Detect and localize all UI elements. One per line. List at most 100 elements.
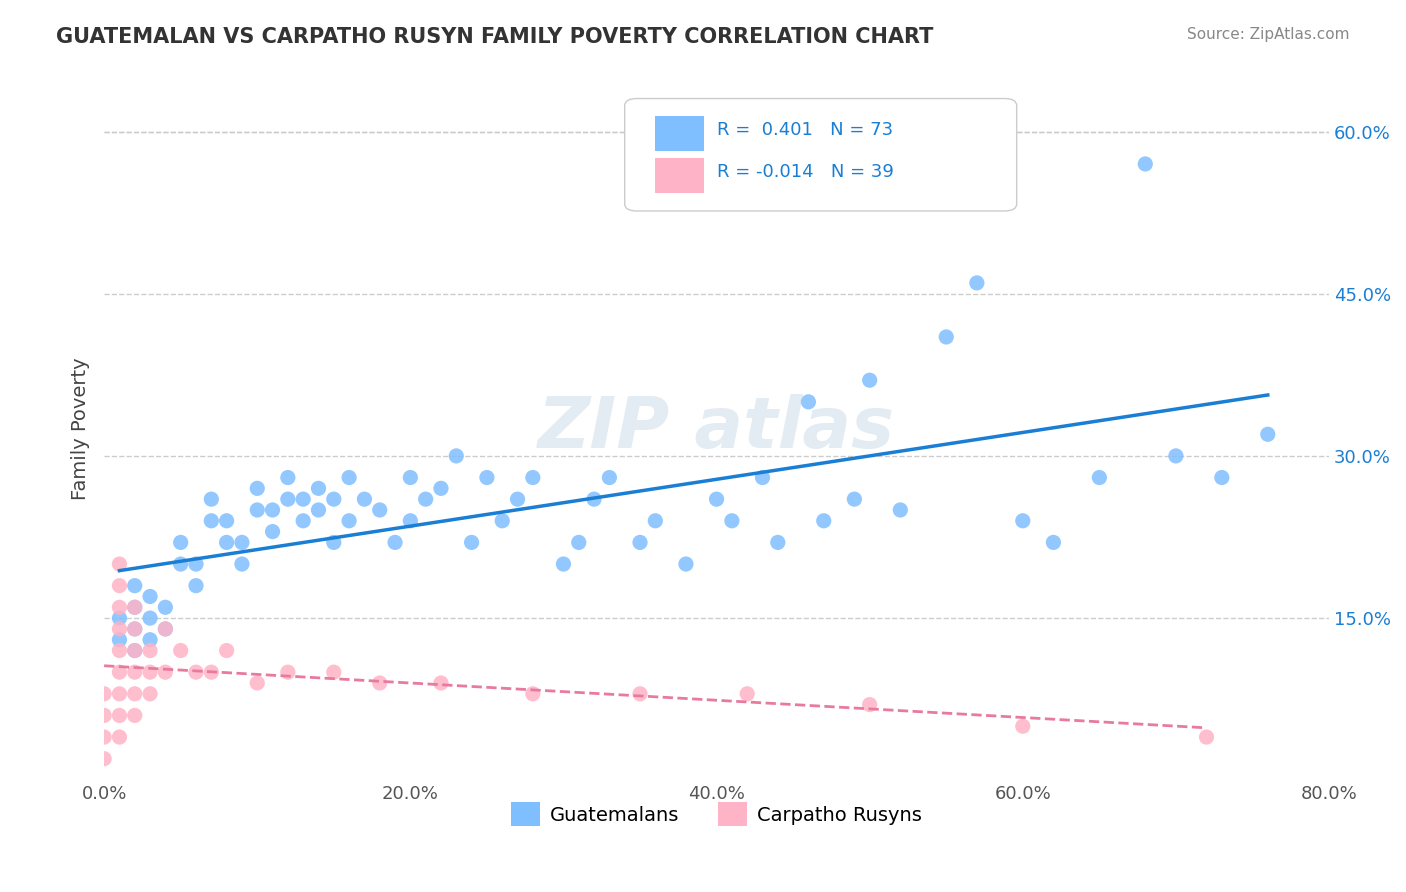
Point: [184, 665, 207, 680]
Point: [797, 394, 820, 409]
Point: [231, 535, 253, 549]
Point: [399, 514, 422, 528]
Point: [368, 503, 391, 517]
Point: [246, 503, 269, 517]
Point: [155, 665, 177, 680]
Point: [368, 676, 391, 690]
Point: [215, 514, 238, 528]
Point: [124, 708, 146, 723]
Point: [966, 276, 988, 290]
Text: GUATEMALAN VS CARPATHO RUSYN FAMILY POVERTY CORRELATION CHART: GUATEMALAN VS CARPATHO RUSYN FAMILY POVE…: [56, 27, 934, 46]
Point: [430, 481, 453, 495]
Point: [124, 643, 146, 657]
Point: [491, 514, 513, 528]
Point: [139, 665, 162, 680]
Point: [155, 622, 177, 636]
Point: [108, 632, 131, 647]
Point: [108, 708, 131, 723]
Point: [231, 557, 253, 571]
Point: [568, 535, 591, 549]
Point: [108, 579, 131, 593]
FancyBboxPatch shape: [624, 98, 1017, 211]
Point: [628, 687, 651, 701]
Point: [859, 698, 882, 712]
Point: [139, 643, 162, 657]
Point: [215, 535, 238, 549]
Point: [108, 643, 131, 657]
Point: [935, 330, 957, 344]
Point: [706, 492, 728, 507]
Point: [506, 492, 529, 507]
Point: [262, 524, 284, 539]
Point: [675, 557, 697, 571]
Point: [124, 622, 146, 636]
Y-axis label: Family Poverty: Family Poverty: [72, 358, 90, 500]
Legend: Guatemalans, Carpatho Rusyns: Guatemalans, Carpatho Rusyns: [503, 795, 929, 834]
Point: [1011, 514, 1033, 528]
Point: [93, 752, 115, 766]
FancyBboxPatch shape: [655, 116, 704, 152]
Point: [124, 665, 146, 680]
Point: [93, 708, 115, 723]
Point: [170, 535, 193, 549]
Point: [766, 535, 789, 549]
Point: [277, 470, 299, 484]
Point: [292, 514, 315, 528]
Point: [337, 514, 360, 528]
Point: [108, 665, 131, 680]
Point: [384, 535, 406, 549]
Point: [215, 643, 238, 657]
Point: [200, 492, 222, 507]
Point: [1164, 449, 1187, 463]
Point: [108, 611, 131, 625]
Point: [124, 622, 146, 636]
Point: [108, 622, 131, 636]
Point: [108, 730, 131, 744]
Point: [430, 676, 453, 690]
Point: [721, 514, 744, 528]
Point: [200, 514, 222, 528]
Point: [262, 503, 284, 517]
Point: [277, 665, 299, 680]
Point: [200, 665, 222, 680]
Point: [1011, 719, 1033, 733]
Point: [751, 470, 773, 484]
Point: [246, 481, 269, 495]
Point: [322, 492, 344, 507]
Point: [184, 557, 207, 571]
Point: [139, 590, 162, 604]
Point: [93, 687, 115, 701]
Text: Source: ZipAtlas.com: Source: ZipAtlas.com: [1187, 27, 1350, 42]
Point: [170, 643, 193, 657]
Point: [446, 449, 468, 463]
Point: [598, 470, 620, 484]
Point: [399, 470, 422, 484]
Point: [1135, 157, 1157, 171]
Point: [139, 687, 162, 701]
Point: [108, 600, 131, 615]
Text: R =  0.401   N = 73: R = 0.401 N = 73: [717, 121, 893, 139]
Point: [124, 579, 146, 593]
Point: [108, 557, 131, 571]
Point: [124, 643, 146, 657]
FancyBboxPatch shape: [655, 158, 704, 194]
Point: [124, 600, 146, 615]
Point: [553, 557, 575, 571]
Point: [292, 492, 315, 507]
Point: [735, 687, 758, 701]
Point: [522, 687, 544, 701]
Point: [1257, 427, 1279, 442]
Point: [859, 373, 882, 387]
Point: [124, 687, 146, 701]
Point: [1088, 470, 1111, 484]
Point: [308, 481, 330, 495]
Text: R = -0.014   N = 39: R = -0.014 N = 39: [717, 163, 893, 181]
Point: [1042, 535, 1064, 549]
Point: [246, 676, 269, 690]
Point: [322, 535, 344, 549]
Point: [1195, 730, 1218, 744]
Point: [813, 514, 835, 528]
Point: [277, 492, 299, 507]
Point: [170, 557, 193, 571]
Point: [889, 503, 911, 517]
